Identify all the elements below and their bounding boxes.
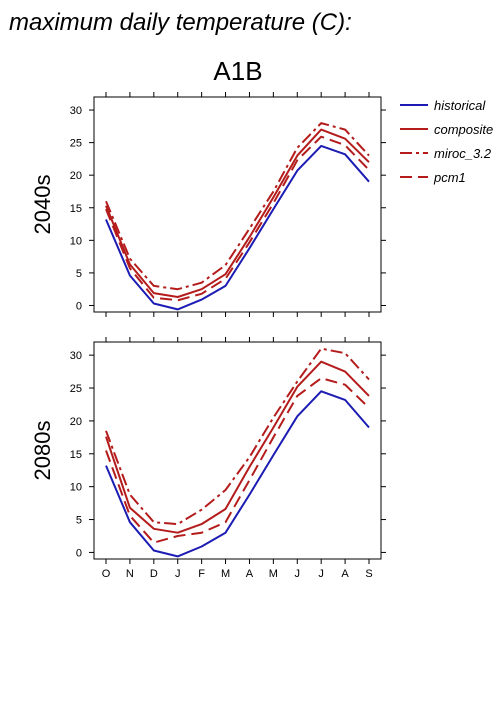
panel-label: 2080s: [30, 421, 55, 481]
series-line-historical: [105, 390, 370, 558]
legend-label: pcm1: [433, 170, 466, 185]
series-line-miroc-3-2: [105, 122, 370, 291]
x-tick-label: A: [341, 568, 349, 580]
x-tick-label: M: [269, 568, 278, 580]
plot-frame: [93, 341, 382, 560]
y-tick-label: 10: [70, 235, 82, 247]
y-tick-label: 30: [70, 350, 82, 362]
x-tick-label: J: [175, 568, 181, 580]
x-tick-label: M: [221, 568, 230, 580]
y-tick-label: 5: [76, 515, 82, 527]
y-tick-label: 10: [70, 482, 82, 494]
legend-item: miroc_3.2: [400, 146, 492, 161]
series-line-pcm1: [105, 377, 370, 544]
plot-frame: [93, 96, 382, 313]
panel-label: 2040s: [30, 175, 55, 235]
panel-2080s: 0 5 10 15 20 25 30 O N D J F M A M J J A S 2080s: [30, 337, 386, 580]
y-tick-label: 15: [70, 203, 82, 215]
legend-item: historical: [400, 98, 486, 113]
x-tick-label: S: [365, 568, 372, 580]
x-tick-label: D: [150, 568, 158, 580]
scenario-subtitle: A1B: [213, 56, 262, 86]
y-tick-label: 20: [70, 170, 82, 182]
y-tick-label: 0: [76, 547, 82, 559]
legend-label: historical: [434, 98, 486, 113]
series-line-composite: [105, 128, 370, 298]
y-tick-label: 20: [70, 416, 82, 428]
series-line-composite: [105, 360, 370, 534]
y-tick-label: 0: [76, 300, 82, 312]
panels-group: 0 5 10 15 20 25 30 2040s 0 5 10 15 20 25 30 O N D J F M A M J J A…: [30, 92, 386, 580]
series-line-pcm1: [105, 135, 370, 302]
y-tick-label: 30: [70, 105, 82, 117]
series-line-miroc-3-2: [105, 347, 370, 526]
chart-title: maximum daily temperature (C):: [9, 9, 352, 36]
legend-item: pcm1: [400, 170, 466, 185]
x-tick-label: A: [246, 568, 254, 580]
y-tick-label: 25: [70, 138, 82, 150]
x-tick-label: N: [126, 568, 134, 580]
y-tick-label: 15: [70, 449, 82, 461]
y-tick-label: 25: [70, 383, 82, 395]
x-tick-label: J: [318, 568, 324, 580]
y-tick-label: 5: [76, 268, 82, 280]
x-tick-label: J: [295, 568, 301, 580]
legend-item: composite: [400, 122, 493, 137]
legend: historical composite miroc_3.2 pcm1: [400, 98, 493, 185]
panel-2040s: 0 5 10 15 20 25 30 2040s: [30, 92, 386, 317]
legend-label: miroc_3.2: [434, 146, 492, 161]
x-tick-label: O: [102, 568, 111, 580]
series-line-historical: [105, 144, 370, 311]
legend-label: composite: [434, 122, 493, 137]
x-tick-label: F: [198, 568, 205, 580]
